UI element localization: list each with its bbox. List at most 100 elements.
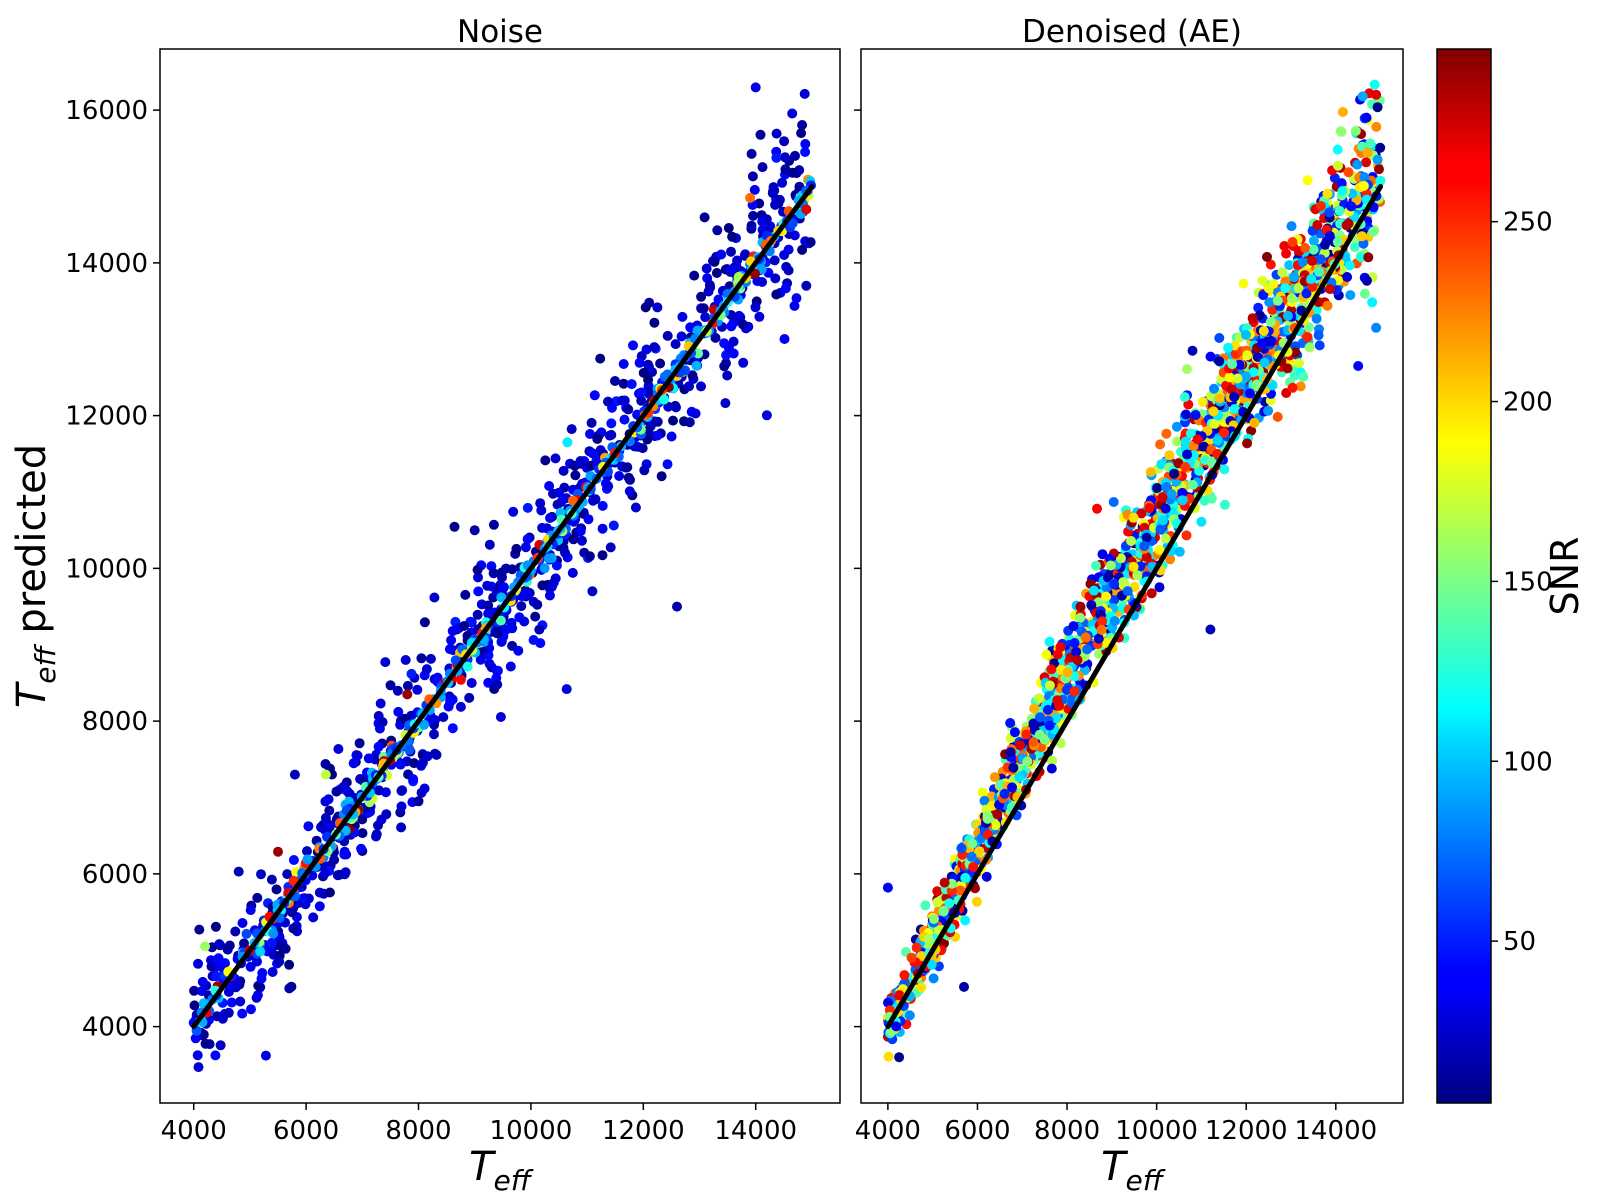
scatter-point — [800, 147, 811, 157]
scatter-point — [1263, 283, 1274, 294]
scatter-point — [495, 615, 506, 626]
left-panel: Noise 4000 6000 8000 10000 12000 14000 4000 60… — [65, 14, 841, 1197]
scatter-point — [431, 749, 442, 760]
scatter-point — [610, 376, 620, 386]
scatter-point — [1357, 231, 1367, 242]
scatter-point — [544, 583, 555, 594]
scatter-point — [1308, 235, 1319, 246]
scatter-point — [643, 374, 654, 385]
scatter-point — [1368, 226, 1379, 237]
scatter-point — [1322, 188, 1333, 199]
scatter-point — [1152, 483, 1163, 493]
scatter-point — [496, 636, 507, 647]
scatter-point — [672, 601, 682, 612]
scatter-point — [396, 822, 407, 833]
scatter-point — [552, 499, 563, 510]
scatter-point — [462, 661, 473, 672]
scatter-point — [483, 600, 494, 611]
scatter-point — [747, 171, 758, 182]
scatter-point — [1304, 342, 1315, 353]
scatter-point — [1205, 624, 1216, 635]
scatter-point — [1144, 503, 1155, 514]
scatter-point — [929, 914, 939, 924]
scatter-point — [210, 1050, 221, 1061]
scatter-point — [1279, 241, 1290, 251]
scatter-point — [1055, 642, 1066, 653]
scatter-point — [882, 882, 893, 893]
scatter-point — [636, 387, 647, 398]
scatter-point — [513, 645, 524, 656]
scatter-point — [1362, 147, 1373, 158]
scatter-point — [1314, 340, 1325, 351]
scatter-point — [324, 887, 335, 898]
scatter-point — [1187, 345, 1198, 356]
scatter-point — [255, 946, 266, 957]
colorbar-gradient — [1436, 48, 1492, 1104]
scatter-point — [971, 896, 982, 907]
left-plot-frame — [159, 48, 841, 1104]
scatter-point — [1272, 295, 1283, 306]
scatter-point — [1069, 638, 1080, 648]
scatter-point — [450, 655, 461, 666]
scatter-point — [402, 680, 413, 691]
scatter-point — [968, 862, 979, 872]
scatter-point — [1325, 284, 1335, 295]
scatter-point — [780, 283, 791, 294]
scatter-point — [1014, 772, 1025, 783]
scatter-point — [1192, 434, 1203, 445]
scatter-point — [1257, 338, 1268, 349]
scatter-point — [288, 923, 299, 934]
scatter-point — [1371, 89, 1382, 100]
scatter-point — [352, 750, 363, 761]
scatter-point — [1374, 164, 1384, 175]
left-scatter-points — [188, 82, 816, 1103]
scatter-point — [728, 317, 739, 328]
scatter-point — [246, 1004, 256, 1015]
scatter-point — [1044, 636, 1055, 647]
scatter-point — [643, 359, 654, 370]
scatter-point — [624, 486, 635, 497]
scatter-point — [746, 220, 757, 231]
scatter-point — [597, 500, 608, 511]
scatter-point — [1105, 560, 1116, 571]
scatter-point — [1209, 418, 1220, 429]
scatter-point — [750, 302, 761, 313]
scatter-point — [483, 677, 494, 688]
scatter-point — [1139, 541, 1150, 551]
scatter-point — [1157, 492, 1168, 503]
scatter-point — [520, 542, 531, 553]
scatter-point — [1353, 361, 1364, 371]
scatter-point — [396, 801, 407, 812]
scatter-point — [894, 990, 905, 1001]
x-tick-label: 14000 — [1294, 1116, 1377, 1146]
scatter-point — [1109, 616, 1120, 626]
scatter-point — [689, 270, 700, 281]
scatter-point — [623, 404, 634, 415]
scatter-point — [1090, 560, 1101, 571]
left-x-axis: 4000 6000 8000 10000 12000 14000 — [161, 1103, 797, 1146]
scatter-point — [644, 387, 654, 398]
scatter-point — [371, 831, 381, 842]
scatter-point — [1369, 79, 1380, 90]
scatter-point — [211, 971, 222, 982]
x-tick-label: 14000 — [714, 1116, 797, 1146]
scatter-point — [607, 402, 617, 413]
scatter-point — [699, 212, 710, 223]
scatter-point — [447, 626, 458, 636]
scatter-point — [791, 293, 802, 304]
scatter-point — [769, 255, 780, 266]
scatter-point — [696, 381, 706, 392]
scatter-point — [1068, 621, 1079, 632]
scatter-point — [348, 758, 359, 769]
scatter-point — [1165, 554, 1176, 565]
scatter-point — [1346, 201, 1357, 212]
scatter-point — [484, 539, 495, 550]
scatter-point — [755, 129, 766, 140]
scatter-point — [1044, 680, 1055, 691]
scatter-point — [606, 418, 617, 429]
scatter-point — [1315, 201, 1326, 211]
scatter-point — [320, 868, 330, 879]
scatter-point — [1145, 467, 1156, 478]
scatter-point — [1361, 112, 1372, 123]
scatter-point — [1302, 332, 1313, 343]
